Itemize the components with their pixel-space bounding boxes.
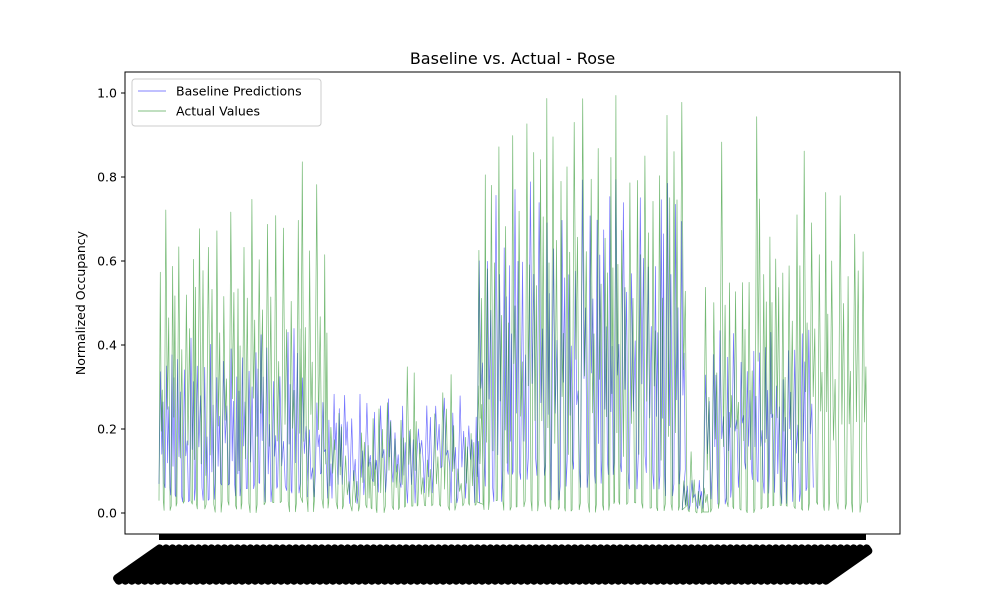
y-tick-label: 0.8 [97, 170, 117, 185]
x-tick-marks [159, 534, 866, 540]
x-tick-label [820, 544, 873, 585]
series-line-actual [158, 95, 868, 514]
series-layer [158, 95, 868, 514]
chart-title: Baseline vs. Actual - Rose [410, 49, 615, 68]
y-tick-label: 0.0 [97, 506, 117, 521]
y-tick-label: 1.0 [97, 86, 117, 101]
y-tick-label: 0.2 [97, 422, 117, 437]
legend-box [131, 78, 322, 127]
y-tick-label: 0.4 [97, 338, 117, 353]
y-tick-label: 0.6 [97, 254, 117, 269]
y-axis: 0.0 0.2 0.4 0.6 0.8 1.0 [97, 86, 125, 521]
series-line-baseline [158, 179, 814, 510]
x-axis-tick-labels [113, 534, 873, 585]
y-axis-label: Normalized Occupancy [73, 230, 88, 375]
legend: Baseline Predictions Actual Values [131, 78, 322, 127]
legend-label-baseline: Baseline Predictions [176, 84, 302, 99]
legend-label-actual: Actual Values [176, 104, 260, 119]
